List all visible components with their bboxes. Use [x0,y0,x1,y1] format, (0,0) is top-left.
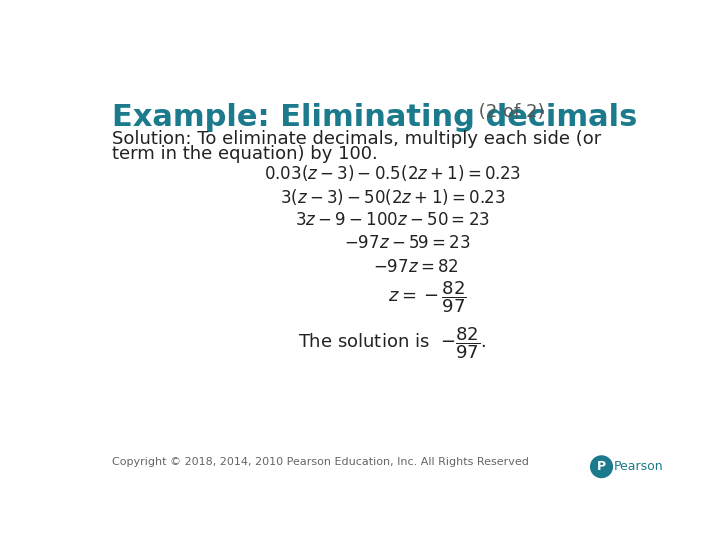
Text: (2 of 2): (2 of 2) [473,103,544,122]
Text: Example: Eliminating decimals: Example: Eliminating decimals [112,103,637,132]
Text: $3z-9-100z-50=23$: $3z-9-100z-50=23$ [294,211,490,230]
Text: term in the equation) by 100.: term in the equation) by 100. [112,145,377,163]
Text: $-97z=82$: $-97z=82$ [373,258,459,275]
Text: $3\left(z-3\right)-50\left(2z+1\right)=0.23$: $3\left(z-3\right)-50\left(2z+1\right)=0… [279,187,505,207]
Text: Pearson: Pearson [614,460,664,473]
Text: $0.03\left(z-3\right)-0.5\left(2z+1\right)=0.23$: $0.03\left(z-3\right)-0.5\left(2z+1\righ… [264,163,521,183]
Text: Copyright © 2018, 2014, 2010 Pearson Education, Inc. All Rights Reserved: Copyright © 2018, 2014, 2010 Pearson Edu… [112,457,528,467]
Text: Solution: To eliminate decimals, multiply each side (or: Solution: To eliminate decimals, multipl… [112,130,601,148]
Text: The solution is  $-\dfrac{82}{97}.$: The solution is $-\dfrac{82}{97}.$ [298,326,486,361]
Text: $z=-\dfrac{82}{97}$: $z=-\dfrac{82}{97}$ [388,280,467,315]
Text: P: P [597,460,606,473]
Text: $-97z-59=23$: $-97z-59=23$ [344,234,471,252]
Circle shape [590,456,612,477]
